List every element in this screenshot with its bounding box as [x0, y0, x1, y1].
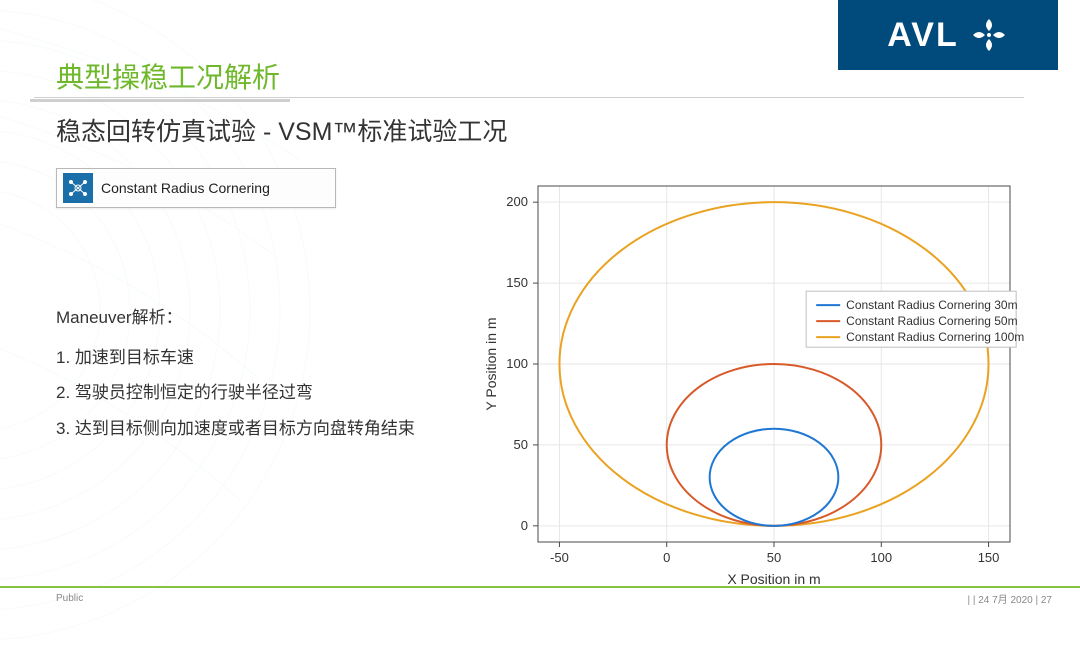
maneuver-step-3: 3. 达到目标侧向加速度或者目标方向盘转角结束 — [56, 411, 415, 447]
svg-text:-50: -50 — [550, 550, 569, 565]
section-title: 典型操稳工况解析 — [56, 56, 280, 96]
svg-text:Constant Radius Cornering 50m: Constant Radius Cornering 50m — [846, 314, 1017, 328]
maneuver-widget: Constant Radius Cornering — [56, 168, 336, 208]
svg-text:X Position in m: X Position in m — [727, 571, 820, 587]
svg-text:0: 0 — [521, 518, 528, 533]
footer-classification: Public — [56, 593, 83, 604]
brand-swirl-icon — [969, 15, 1009, 55]
svg-text:50: 50 — [767, 550, 781, 565]
page-subtitle: 稳态回转仿真试验 - VSM™标准试验工况 — [56, 112, 507, 148]
cornering-chart: -50 0 50 100 150 0 50 100 150 200 X Position in m Y… — [480, 172, 1030, 592]
brand-logo: AVL — [838, 0, 1058, 70]
svg-text:200: 200 — [506, 194, 528, 209]
slide-footer: Public | | 24 7月 2020 | 27 — [0, 586, 1080, 608]
maneuver-widget-label: Constant Radius Cornering — [101, 180, 270, 196]
svg-text:50: 50 — [514, 437, 528, 452]
maneuver-step-2: 2. 驾驶员控制恒定的行驶半径过弯 — [56, 375, 415, 411]
svg-text:150: 150 — [506, 275, 528, 290]
maneuver-heading: Maneuver解析： — [56, 300, 415, 336]
svg-text:Constant Radius Cornering 100m: Constant Radius Cornering 100m — [846, 330, 1024, 344]
brand-logo-text: AVL — [887, 16, 958, 55]
svg-text:Constant Radius Cornering 30m: Constant Radius Cornering 30m — [846, 298, 1017, 312]
svg-text:150: 150 — [978, 550, 1000, 565]
svg-text:100: 100 — [870, 550, 892, 565]
svg-text:Y Position in m: Y Position in m — [483, 317, 499, 410]
maneuver-description: Maneuver解析： 1. 加速到目标车速 2. 驾驶员控制恒定的行驶半径过弯… — [56, 300, 415, 447]
svg-text:0: 0 — [663, 550, 670, 565]
footer-date-page: | | 24 7月 2020 | 27 — [967, 591, 1052, 606]
cornering-icon — [63, 173, 93, 203]
svg-text:100: 100 — [506, 356, 528, 371]
title-divider-thin — [34, 97, 1024, 98]
title-divider-thick — [30, 99, 290, 102]
maneuver-step-1: 1. 加速到目标车速 — [56, 340, 415, 376]
